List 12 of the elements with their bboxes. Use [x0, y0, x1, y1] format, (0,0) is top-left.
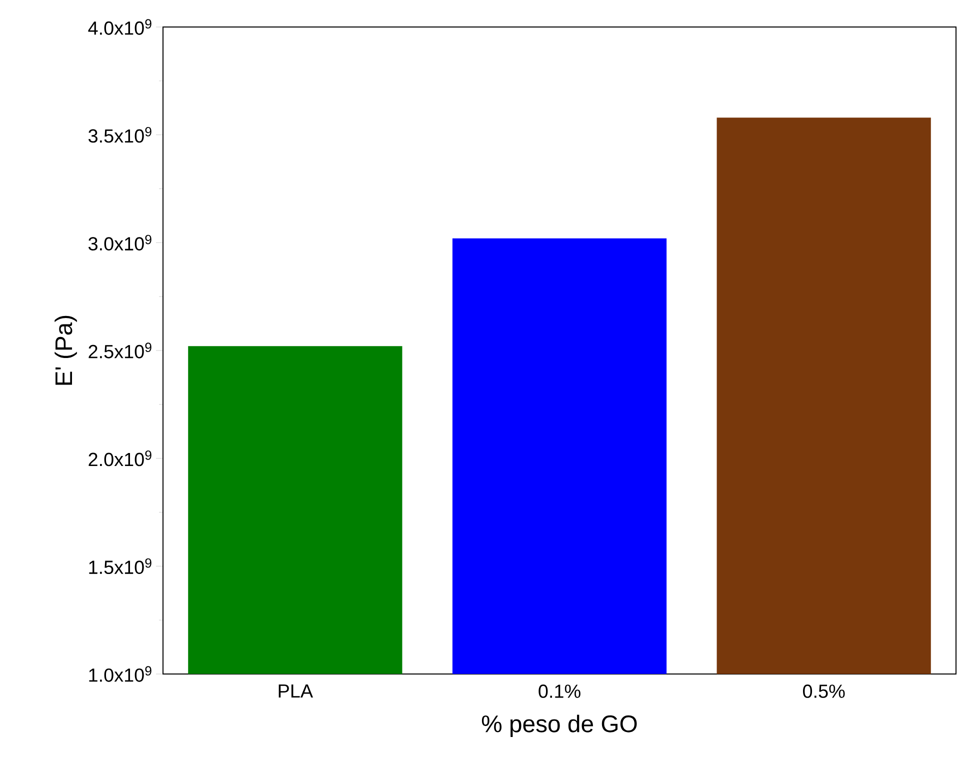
- y-tick-label: 3.5x10$^{9}$: [88, 126, 152, 143]
- y-axis-title: E' (Pa): [54, 316, 77, 385]
- y-tick-label: 2.5x10$^{9}$: [88, 342, 152, 358]
- y-tick-label: 4.0x10$^{9}$: [88, 19, 152, 35]
- x-tick-label: PLA: [278, 684, 314, 698]
- y-tick-label: 1.5x10$^{9}$: [89, 558, 152, 574]
- x-tick-label: 0.1%: [538, 684, 580, 698]
- y-tick-label: 3.0x10$^{9}$: [88, 234, 152, 251]
- x-tick-label: 0.5%: [803, 684, 845, 698]
- y-tick-label: 1.0x10$^{9}$: [89, 666, 152, 682]
- x-axis-title: % peso de GO: [482, 714, 637, 738]
- y-tick-label: 2.0x10$^{9}$: [88, 450, 152, 466]
